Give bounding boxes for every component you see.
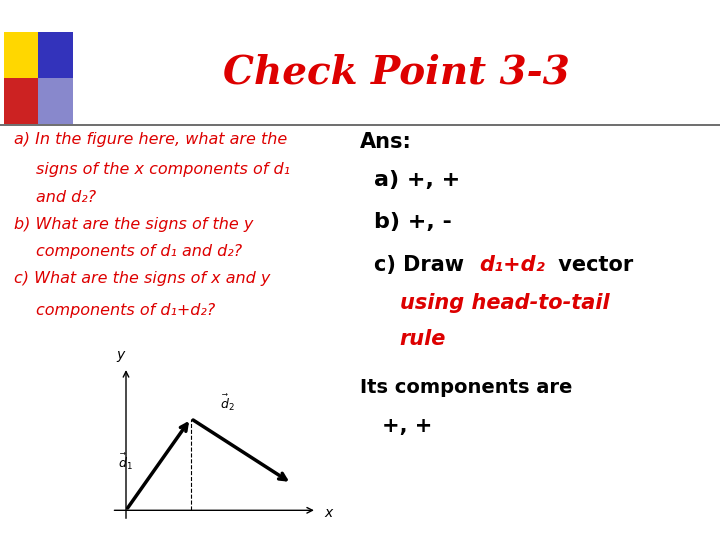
- Text: and d₂?: and d₂?: [36, 190, 96, 205]
- Text: Check Point 3-3: Check Point 3-3: [222, 54, 570, 92]
- Text: signs of the x components of d₁: signs of the x components of d₁: [36, 162, 290, 177]
- Text: x: x: [324, 506, 332, 520]
- Text: Its components are: Its components are: [360, 378, 572, 397]
- Text: y: y: [117, 348, 125, 362]
- Text: $\vec{d}_2$: $\vec{d}_2$: [220, 393, 234, 413]
- Text: c) Draw: c) Draw: [374, 255, 472, 275]
- Text: Ans:: Ans:: [360, 132, 412, 152]
- Text: c) What are the signs of x and y: c) What are the signs of x and y: [14, 271, 271, 286]
- Bar: [38, 32, 73, 78]
- Text: b) What are the signs of the y: b) What are the signs of the y: [14, 217, 253, 232]
- Bar: [4, 78, 38, 124]
- Bar: [38, 78, 73, 124]
- Text: components of d₁ and d₂?: components of d₁ and d₂?: [36, 244, 242, 259]
- Text: components of d₁+d₂?: components of d₁+d₂?: [36, 303, 215, 319]
- Text: rule: rule: [400, 329, 446, 349]
- Text: b) +, -: b) +, -: [374, 212, 452, 232]
- Bar: [4, 32, 38, 78]
- Text: +, +: +, +: [382, 416, 432, 436]
- Text: using head-to-tail: using head-to-tail: [400, 293, 609, 313]
- Text: a) +, +: a) +, +: [374, 170, 461, 190]
- Text: a) In the figure here, what are the: a) In the figure here, what are the: [14, 132, 288, 147]
- Text: $\vec{d}_1$: $\vec{d}_1$: [118, 451, 133, 472]
- Text: vector: vector: [551, 255, 633, 275]
- Text: d₁+d₂: d₁+d₂: [479, 255, 544, 275]
